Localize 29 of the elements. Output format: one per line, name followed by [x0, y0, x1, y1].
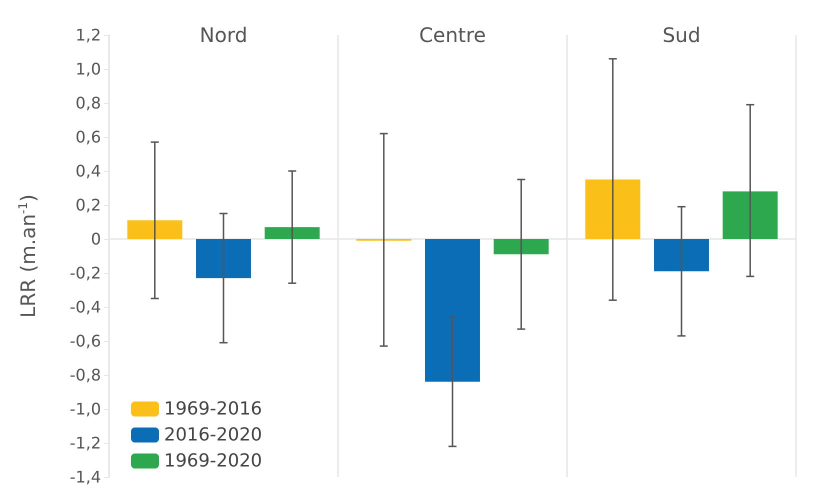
bar	[196, 239, 251, 278]
x-tick-label: Sud	[662, 23, 701, 47]
y-tick-label: 0,8	[76, 94, 101, 112]
y-tick-label: -1,0	[70, 400, 101, 418]
legend-label: 2016-2020	[164, 424, 262, 446]
bar	[264, 227, 320, 239]
y-tick-label: 0,6	[76, 128, 101, 146]
bar	[425, 239, 480, 382]
legend-label: 1969-2020	[164, 450, 262, 472]
bar	[722, 191, 778, 239]
y-tick-label: -0,4	[70, 298, 101, 316]
x-tick-label: Nord	[200, 23, 248, 47]
y-tick-label: -0,2	[70, 264, 101, 282]
y-axis-title: LRR (m.an-1)	[16, 194, 40, 318]
y-tick-label: -1,2	[70, 434, 101, 452]
bar	[585, 180, 640, 239]
legend-label: 1969-2016	[164, 398, 262, 420]
y-tick-label: 0	[90, 230, 101, 248]
bar	[654, 239, 709, 272]
y-tick-label: -0,8	[70, 366, 101, 384]
y-tick-label: 1,0	[76, 60, 101, 78]
bar	[127, 220, 182, 239]
y-tick-label: 0,2	[76, 196, 101, 214]
x-tick-label: Centre	[419, 23, 486, 47]
y-tick-label: -0,6	[70, 332, 101, 350]
y-tick-label: 1,2	[76, 26, 101, 44]
y-tick-label: 0,4	[76, 162, 101, 180]
bar	[494, 239, 549, 254]
y-tick-label: -1,4	[70, 468, 101, 486]
